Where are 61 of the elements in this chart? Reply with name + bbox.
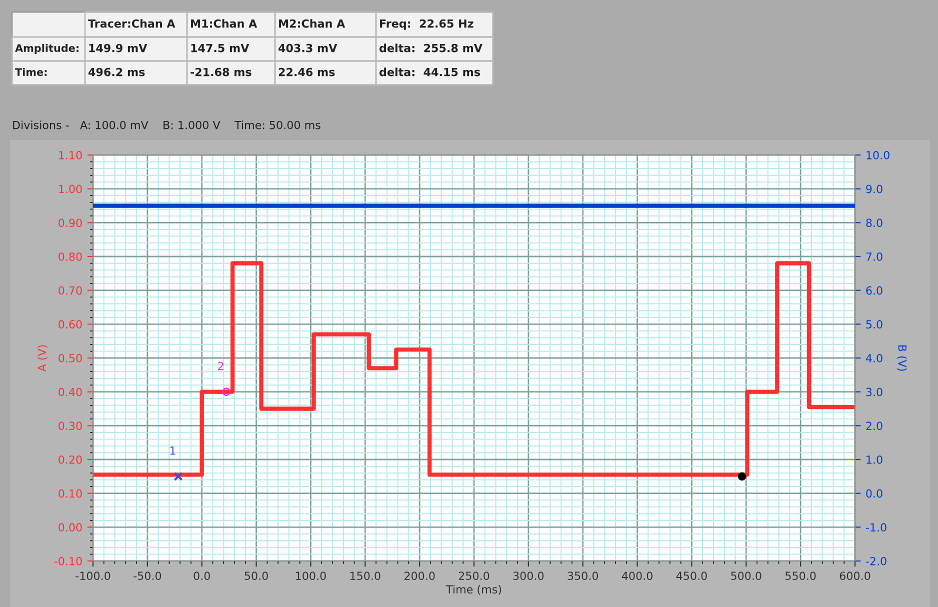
y2-tick-label: 1.0 [866,455,882,464]
x-tick-label: 600.0 [840,572,870,580]
x-tick-label: 150.0 [350,572,380,580]
y2-tick-label: 2.0 [866,422,882,430]
y-tick-label: -0.10 [54,556,82,566]
text: Freq: 22.65 Hz [380,19,474,30]
text: 496.2 ms [88,68,145,76]
y2-tick-label: 0.0 [866,489,882,498]
y-tick-label: 0.10 [58,489,82,498]
y2-tick-label: 3.0 [866,388,882,396]
y-tick-label: 0.30 [58,422,82,430]
x-tick-label: 550.0 [786,572,816,580]
y-tick-label: 0.80 [58,252,82,261]
y-tick-label: 0.90 [58,218,82,228]
y2-tick-label: -1.0 [866,523,886,532]
y2-tick-label: 8.0 [866,218,882,228]
x-tick-label: -50.0 [134,572,162,580]
y-tick-label: 0.60 [58,320,82,329]
text: Amplitude: [15,44,78,54]
y2-tick-label: 6.0 [866,286,882,295]
text: -21.68 ms [190,68,252,76]
text: delta: 44.15 ms [380,68,480,76]
text: M1:Chan A [191,19,258,28]
y-tick-label: 0.50 [58,354,82,362]
y2-tick-label: 9.0 [866,184,882,194]
y2-tick-label: -2.0 [866,556,886,566]
annotation: 1 [170,446,176,455]
text: 403.3 mV [278,44,338,52]
x-tick-label: 100.0 [296,572,326,580]
y-tick-label: 1.00 [59,184,82,194]
y2-tick-label: 5.0 [866,320,882,329]
y-tick-label: 0.40 [58,388,82,396]
x-tick-label: 50.0 [244,572,268,580]
x-tick-label: 500.0 [731,572,762,580]
y-tick-label: 1.10 [59,150,82,160]
y-axis-title: A (V) [38,345,48,372]
x-tick-label: 0.0 [194,572,210,580]
text: 22.46 ms [278,68,335,76]
x-tick-label: 350.0 [568,572,598,580]
x-tick-label: -100.0 [76,572,110,580]
text: 149.9 mV [89,44,148,52]
x-tick-label: 450.0 [676,572,707,580]
y2-tick-label: 7.0 [866,252,882,261]
chart-subtitle: Divisions - A: 100.0 mV B: 1.000 V Time: 50.00 ms [13,120,320,130]
text: 147.5 mV [191,44,250,52]
annotation: 2 [218,362,224,370]
y-tick-label: 0.00 [58,523,82,532]
y-tick-label: 0.70 [58,286,82,295]
x-tick-label: 300.0 [513,572,544,580]
x-tick-label: 400.0 [622,572,652,580]
text: Tracer:Chan A [88,19,176,28]
y2-tick-label: 10.0 [866,150,890,160]
x-tick-label: 200.0 [404,572,435,580]
x-axis-title: Time (ms) [446,584,502,595]
y2-tick-label: 4.0 [866,354,882,362]
y2-axis-title: B (V) [896,345,907,371]
x-tick-label: 250.0 [458,572,490,580]
text: M2:Chan A [279,19,346,28]
text: delta: 255.8 mV [380,44,482,52]
text: Time: [15,68,47,76]
y-tick-label: 0.20 [58,455,82,464]
